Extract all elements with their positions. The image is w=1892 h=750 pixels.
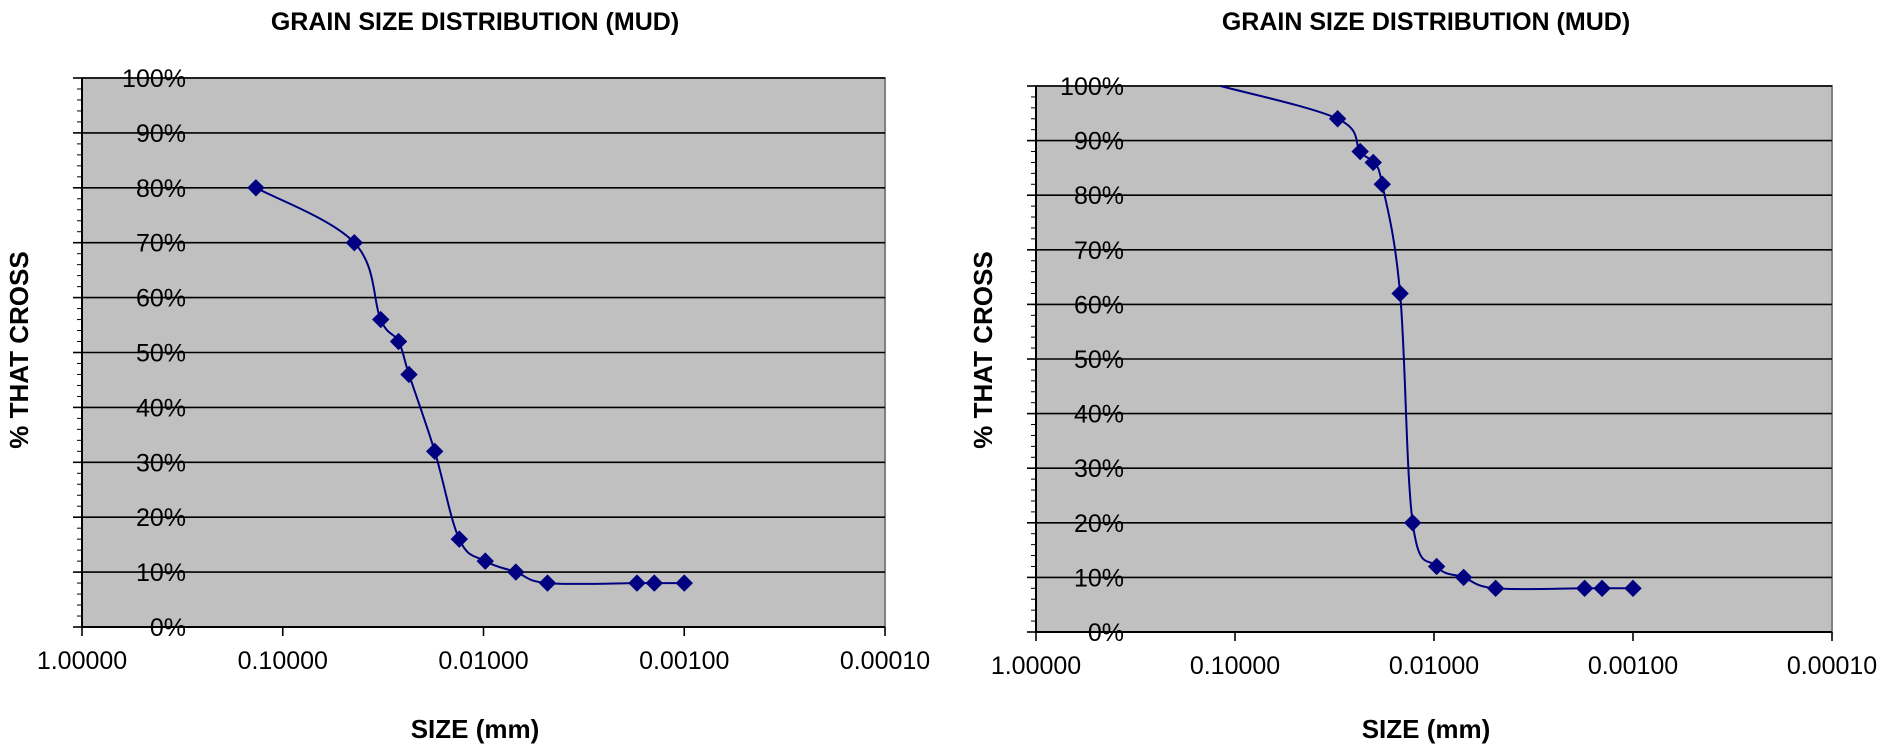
chart-svg-1: GRAIN SIZE DISTRIBUTION (MUD) 0% 10% 20% 30%… [4,8,930,744]
y-tick-label: 70% [1074,237,1124,265]
x-tick-label: 0.00100 [1588,652,1678,680]
data-point [247,179,265,197]
y-tick-label: 60% [136,285,186,313]
data-point [675,574,693,592]
data-point [1351,142,1369,161]
x-tick-label: 0.10000 [238,647,328,675]
data-point [1403,514,1422,532]
data-point [1328,110,1347,128]
data-point [645,574,664,592]
x-tick-label: 0.00010 [840,647,930,675]
y-tick-label: 70% [136,230,186,258]
data-point [1427,557,1446,576]
data-point [1391,284,1409,303]
y-tick-label: 0% [1088,619,1124,647]
x-tick-label: 1.00000 [37,647,127,675]
x-tick-label: 1.00000 [991,652,1081,680]
data-point [1486,579,1505,598]
y-tick-label: 30% [136,449,186,477]
y-tick-label: 40% [136,394,186,422]
x-axis-title: SIZE (mm) [411,714,540,744]
y-tick-label: 80% [1074,182,1124,210]
chart-right: GRAIN SIZE DISTRIBUTION (MUD) 0% 10% 20% 30%… [946,0,1892,750]
y-axis-title: % THAT CROSS [968,251,998,448]
y-tick-label: 0% [150,614,186,642]
y-tick-label: 80% [136,175,186,203]
x-tick-label: 0.00100 [639,647,729,675]
data-point [345,233,364,252]
data-point [389,332,408,351]
y-tick-label: 30% [1074,455,1124,483]
x-tick-label: 0.01000 [438,647,528,675]
y-tick-label: 10% [136,559,186,587]
y-tick-label: 40% [1074,401,1124,429]
data-point [1624,579,1642,598]
x-tick-label: 0.01000 [1389,652,1479,680]
y-tick-label: 50% [136,340,186,368]
chart-title: GRAIN SIZE DISTRIBUTION (MUD) [271,8,679,36]
data-point [426,442,444,461]
y-tick-label: 50% [1074,346,1124,374]
data-point [1454,568,1473,587]
data-point [400,365,418,384]
y-tick-label: 60% [1074,291,1124,319]
y-tick-label: 90% [1074,128,1124,156]
data-point [1593,579,1611,598]
data-point [507,563,525,581]
x-tick-label: 0.10000 [1190,652,1280,680]
data-point [538,574,557,592]
data-point [1364,153,1382,172]
data-point [450,530,469,548]
y-axis-title: % THAT CROSS [4,251,34,448]
y-tick-label: 20% [1074,510,1124,538]
y-tick-label: 100% [1060,73,1124,101]
y-tick-label: 20% [136,504,186,532]
chart-left: GRAIN SIZE DISTRIBUTION (MUD) 0% 10% 20% 30%… [4,8,930,744]
y-tick-label: 10% [1074,564,1124,592]
chart-svg-2: GRAIN SIZE DISTRIBUTION (MUD) 0% 10% 20% 30%… [968,8,1877,744]
x-axis-title: SIZE (mm) [1362,714,1491,744]
y-tick-label: 100% [122,65,186,93]
x-tick-label: 0.00010 [1787,652,1877,680]
y-tick-label: 90% [136,120,186,148]
data-point [628,574,646,592]
data-point [1575,579,1594,598]
data-point [1373,175,1391,193]
chart-title: GRAIN SIZE DISTRIBUTION (MUD) [1222,8,1630,36]
data-point [476,552,494,570]
data-point [372,310,390,329]
